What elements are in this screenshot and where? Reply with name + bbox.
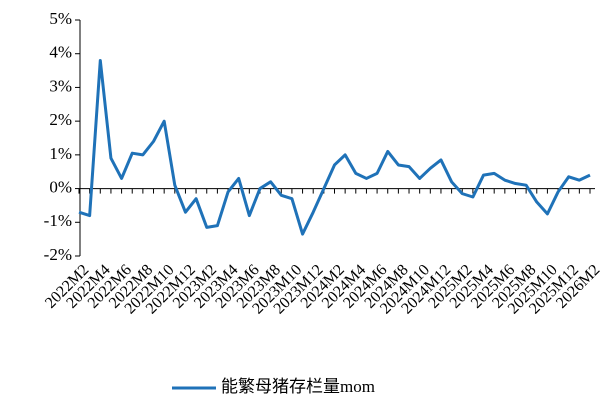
y-tick-label: -1% <box>44 211 72 230</box>
y-tick-label: 2% <box>49 110 72 129</box>
y-tick-label: 4% <box>49 43 72 62</box>
y-tick-label: 3% <box>49 76 72 95</box>
legend-label: 能繁母猪存栏量mom <box>221 377 375 396</box>
y-tick-label: 0% <box>49 177 72 196</box>
y-tick-label: -2% <box>44 245 72 264</box>
y-tick-label: 1% <box>49 144 72 163</box>
y-tick-label: 5% <box>49 9 72 28</box>
line-series <box>78 58 591 236</box>
